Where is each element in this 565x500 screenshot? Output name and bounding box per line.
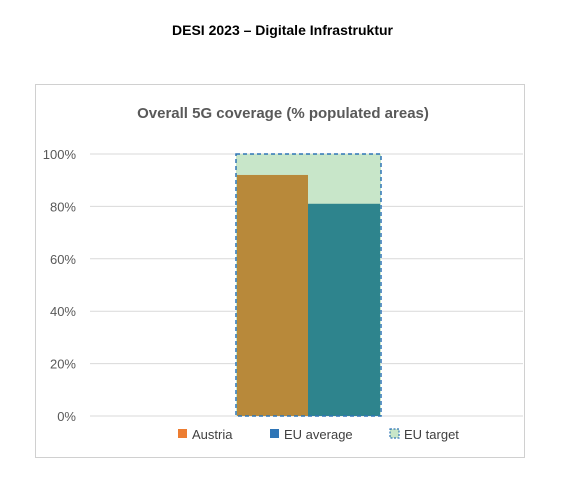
y-tick-label: 100%	[43, 147, 77, 162]
y-tick-label: 40%	[50, 304, 76, 319]
legend-swatch-austria	[178, 429, 187, 438]
legend-label-eu-target: EU target	[404, 427, 459, 442]
legend: Austria EU average EU target	[178, 427, 459, 442]
bars	[235, 153, 382, 417]
y-tick-label: 0%	[57, 409, 76, 424]
bar-eu-target-outline	[235, 153, 382, 417]
y-axis-ticks: 0% 20% 40% 60% 80% 100%	[43, 147, 77, 424]
bar-eu-average	[308, 203, 380, 416]
legend-label-eu-average: EU average	[284, 427, 353, 442]
legend-swatch-eu-target	[389, 428, 400, 439]
legend-swatch-eu-average	[270, 429, 279, 438]
y-tick-label: 60%	[50, 252, 76, 267]
chart-title: Overall 5G coverage (% populated areas)	[137, 105, 429, 122]
legend-label-austria: Austria	[192, 427, 233, 442]
bar-austria	[237, 174, 308, 416]
page-title: DESI 2023 – Digitale Infrastruktur	[172, 22, 393, 38]
y-tick-label: 80%	[50, 199, 76, 214]
y-tick-label: 20%	[50, 357, 76, 372]
